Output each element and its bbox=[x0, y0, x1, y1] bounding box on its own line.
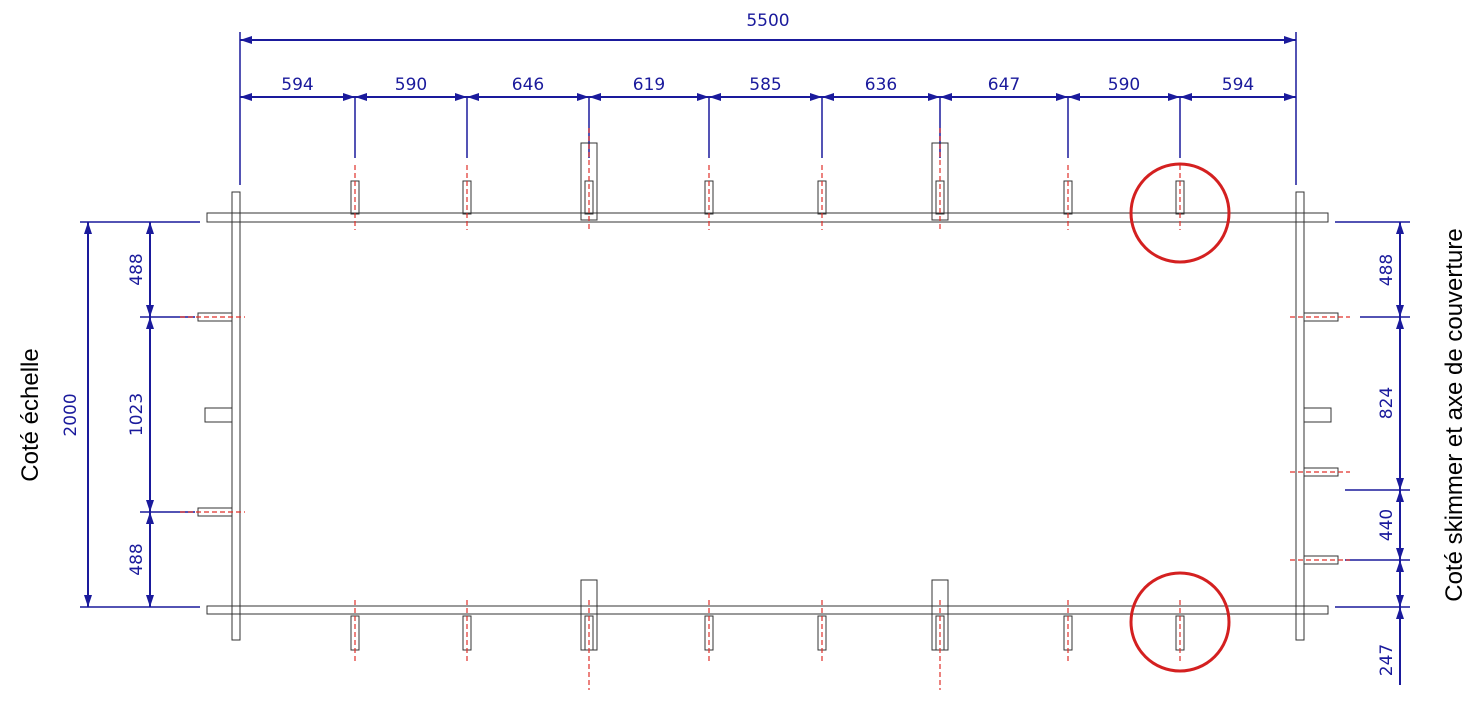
segment-label: 636 bbox=[865, 75, 897, 95]
segment-label: 590 bbox=[1108, 75, 1140, 95]
segment-label: 646 bbox=[512, 75, 544, 95]
post bbox=[231, 191, 241, 641]
segment-label: 585 bbox=[749, 75, 781, 95]
highlight-circle bbox=[1129, 162, 1231, 264]
post bbox=[1295, 191, 1305, 641]
post bbox=[1303, 407, 1332, 423]
highlight-circle bbox=[1129, 571, 1231, 673]
segment-label: 440 bbox=[1377, 509, 1397, 541]
segment-label: 594 bbox=[281, 75, 313, 95]
left-side-label: Coté échelle bbox=[17, 348, 44, 481]
total-length: 5500 bbox=[746, 11, 789, 31]
post bbox=[204, 407, 233, 423]
segment-label: 647 bbox=[988, 75, 1020, 95]
segment-label: 247 bbox=[1377, 644, 1397, 676]
segment-label: 488 bbox=[127, 543, 147, 575]
segment-label: 488 bbox=[127, 253, 147, 285]
segment-label: 619 bbox=[633, 75, 665, 95]
segment-label: 488 bbox=[1377, 254, 1397, 286]
post bbox=[206, 212, 1329, 223]
segment-label: 594 bbox=[1222, 75, 1254, 95]
post bbox=[580, 579, 598, 651]
segment-label: 824 bbox=[1377, 387, 1397, 419]
post bbox=[931, 579, 949, 651]
right-side-label: Coté skimmer et axe de couverture bbox=[1441, 228, 1468, 602]
segment-label: 590 bbox=[395, 75, 427, 95]
post bbox=[206, 605, 1329, 615]
segment-label: 1023 bbox=[127, 393, 147, 436]
total-width: 2000 bbox=[61, 393, 81, 436]
